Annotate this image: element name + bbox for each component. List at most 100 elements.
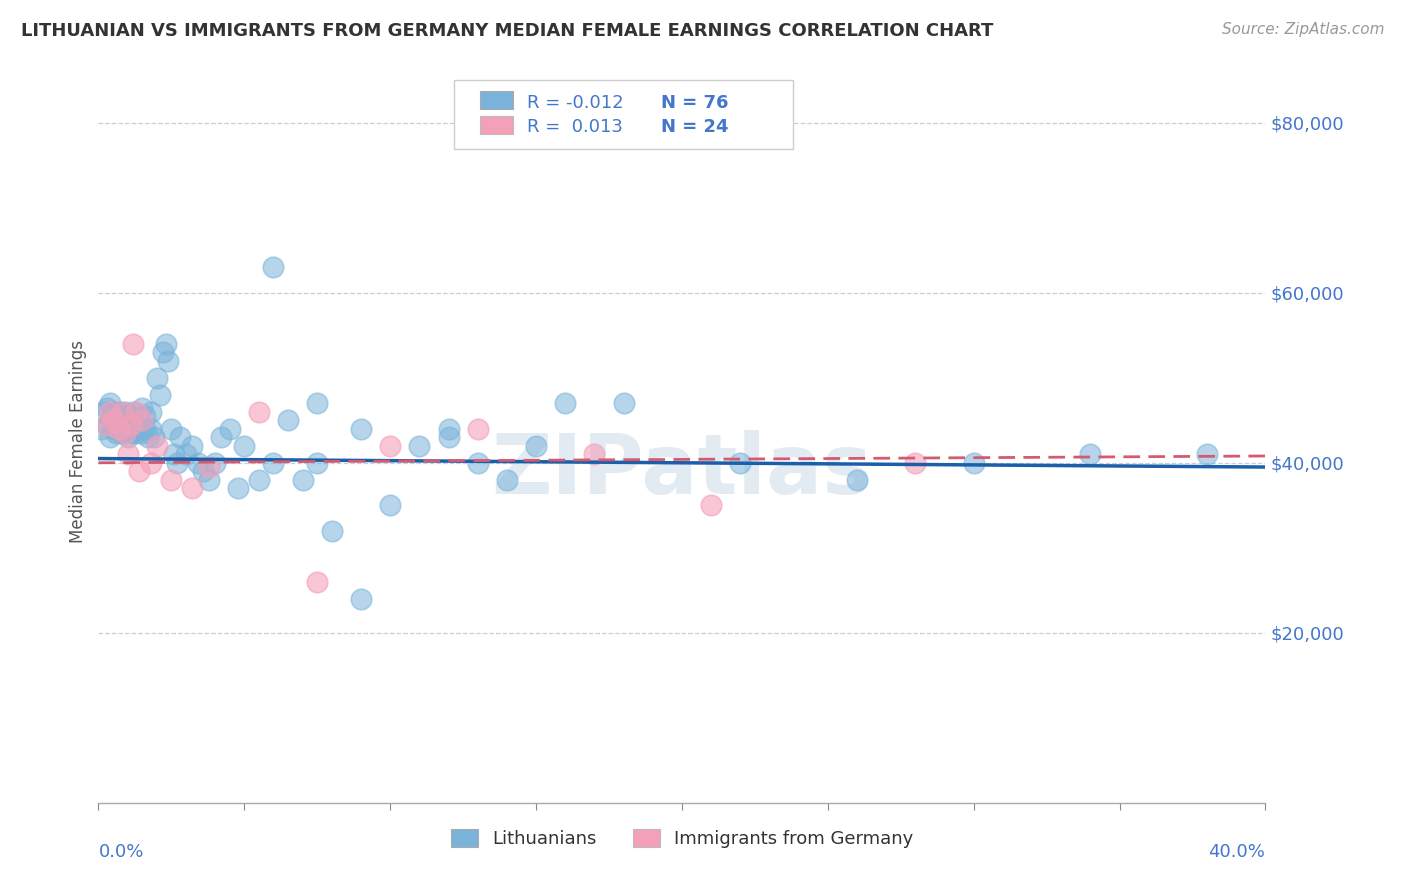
Point: [496, 473, 519, 487]
Point: [125, 405, 148, 419]
Point: [160, 422, 183, 436]
Point: [380, 498, 402, 512]
Point: [247, 473, 270, 487]
Point: [131, 413, 153, 427]
Text: R = -0.012: R = -0.012: [527, 94, 623, 112]
Point: [108, 422, 131, 436]
FancyBboxPatch shape: [479, 115, 513, 134]
Point: [114, 425, 136, 440]
Text: LITHUANIAN VS IMMIGRANTS FROM GERMANY MEDIAN FEMALE EARNINGS CORRELATION CHART: LITHUANIAN VS IMMIGRANTS FROM GERMANY ME…: [21, 22, 994, 40]
Point: [1080, 447, 1102, 461]
Text: 0.0%: 0.0%: [98, 843, 143, 861]
Point: [437, 422, 460, 436]
Point: [117, 430, 139, 444]
Text: Source: ZipAtlas.com: Source: ZipAtlas.com: [1222, 22, 1385, 37]
Point: [583, 447, 606, 461]
Point: [467, 422, 489, 436]
Point: [149, 388, 172, 402]
Point: [122, 422, 145, 436]
Point: [174, 447, 197, 461]
Point: [198, 473, 221, 487]
Point: [307, 396, 329, 410]
Point: [101, 413, 124, 427]
Point: [187, 456, 209, 470]
Y-axis label: Median Female Earnings: Median Female Earnings: [69, 340, 87, 543]
Point: [114, 405, 136, 419]
Point: [108, 422, 131, 436]
Point: [218, 422, 240, 436]
Point: [612, 396, 634, 410]
Point: [408, 439, 430, 453]
Point: [117, 413, 139, 427]
Point: [209, 430, 232, 444]
Point: [307, 456, 329, 470]
Point: [160, 473, 183, 487]
Point: [169, 430, 191, 444]
Point: [96, 401, 118, 415]
Point: [134, 409, 156, 423]
FancyBboxPatch shape: [479, 91, 513, 109]
Point: [962, 456, 984, 470]
Text: N = 76: N = 76: [661, 94, 728, 112]
Point: [128, 464, 150, 478]
Point: [108, 405, 131, 419]
Point: [152, 345, 174, 359]
Point: [350, 422, 373, 436]
Point: [291, 473, 314, 487]
Point: [125, 417, 148, 432]
Point: [122, 336, 145, 351]
Point: [350, 591, 373, 606]
Point: [101, 422, 124, 436]
FancyBboxPatch shape: [454, 80, 793, 149]
Point: [730, 456, 752, 470]
Point: [131, 401, 153, 415]
Point: [139, 456, 162, 470]
Point: [131, 425, 153, 440]
Point: [467, 456, 489, 470]
Point: [846, 473, 869, 487]
Point: [155, 336, 177, 351]
Point: [98, 405, 121, 419]
Point: [554, 396, 576, 410]
Point: [262, 260, 284, 275]
Text: ZIPatlas: ZIPatlas: [492, 430, 872, 511]
Legend: Lithuanians, Immigrants from Germany: Lithuanians, Immigrants from Germany: [443, 822, 921, 855]
Point: [136, 430, 159, 444]
Point: [163, 447, 186, 461]
Point: [111, 405, 134, 419]
Point: [180, 439, 202, 453]
Point: [146, 371, 169, 385]
Point: [111, 409, 134, 423]
Point: [157, 353, 180, 368]
Point: [700, 498, 723, 512]
Point: [142, 430, 165, 444]
Point: [524, 439, 547, 453]
Point: [180, 481, 202, 495]
Point: [122, 405, 145, 419]
Point: [128, 422, 150, 436]
Point: [114, 422, 136, 436]
Text: N = 24: N = 24: [661, 118, 728, 136]
Point: [904, 456, 927, 470]
Point: [125, 425, 148, 440]
Point: [146, 439, 169, 453]
Point: [101, 405, 124, 419]
Point: [437, 430, 460, 444]
Point: [98, 430, 121, 444]
Point: [104, 413, 127, 427]
Point: [120, 409, 142, 423]
Point: [111, 425, 134, 440]
Point: [380, 439, 402, 453]
Point: [117, 447, 139, 461]
Point: [277, 413, 299, 427]
Point: [139, 422, 162, 436]
Point: [321, 524, 343, 538]
Point: [90, 422, 112, 436]
Point: [198, 460, 221, 475]
Point: [93, 405, 115, 419]
Point: [193, 464, 215, 478]
Point: [262, 456, 284, 470]
Point: [204, 456, 226, 470]
Point: [166, 456, 188, 470]
Text: 40.0%: 40.0%: [1209, 843, 1265, 861]
